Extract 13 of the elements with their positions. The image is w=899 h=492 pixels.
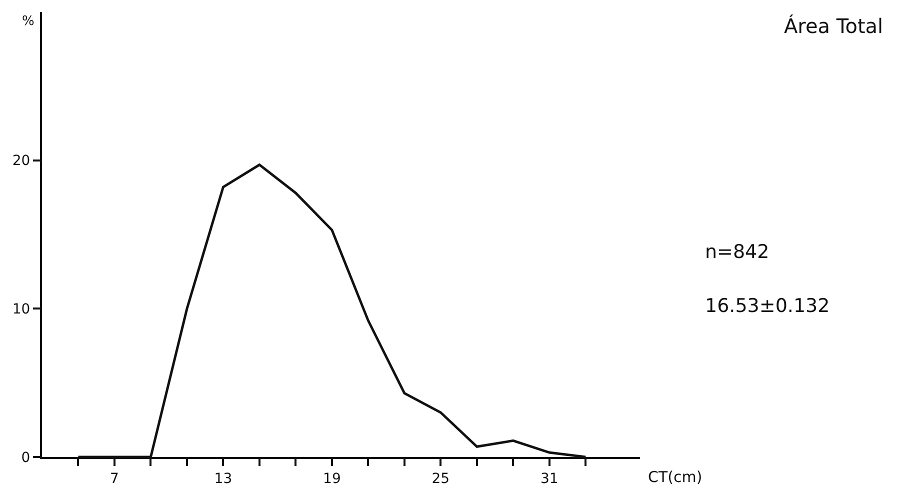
y-tick-label: 0 — [21, 450, 30, 466]
x-tick-label: 13 — [214, 470, 232, 487]
x-axis-title: CT(cm) — [648, 468, 702, 486]
text: Área Total — [784, 14, 884, 38]
text: n=842 — [705, 241, 770, 263]
y-axis-title: % — [22, 14, 34, 29]
y-tick-label: 10 — [12, 302, 30, 318]
x-tick-label: 31 — [540, 470, 558, 487]
x-tick-label: 7 — [110, 470, 119, 487]
x-tick-label: 19 — [323, 470, 341, 487]
y-tick-label: 20 — [12, 153, 30, 170]
text: 16.53±0.132 — [705, 295, 830, 317]
x-tick-label: 25 — [432, 470, 450, 487]
